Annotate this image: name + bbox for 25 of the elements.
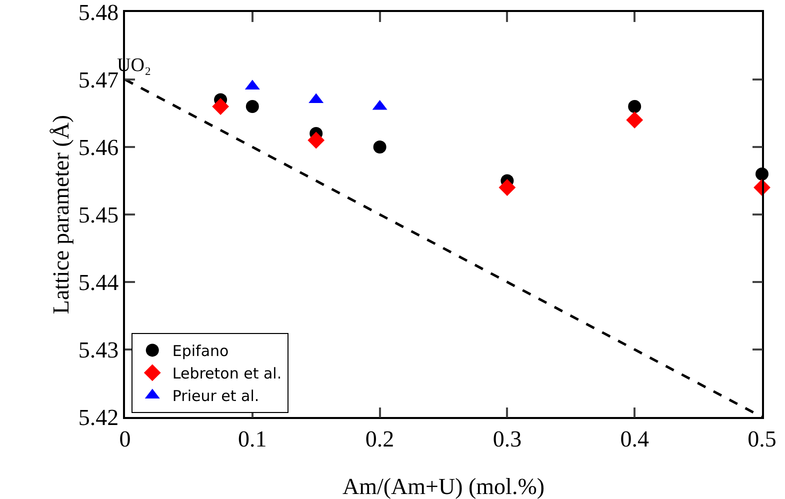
x-tick-label: 0.3	[492, 426, 522, 452]
y-tick-label: 5.45	[78, 202, 119, 228]
point	[373, 140, 386, 154]
point	[308, 132, 325, 149]
legend-label: Epifano	[172, 342, 229, 360]
y-tick-label: 5.48	[78, 0, 119, 26]
legend-label: Lebreton et al.	[172, 364, 282, 383]
point	[498, 179, 516, 196]
x-axis-title: Am/(Am+U) (mol.%)	[342, 474, 545, 499]
y-tick-label: 5.42	[78, 405, 119, 430]
y-tick-label: 5.47	[78, 68, 119, 93]
legend-label: Prieur et al.	[172, 387, 260, 406]
point	[212, 98, 229, 115]
x-tick-label: 0.1	[238, 426, 267, 452]
point	[246, 100, 259, 113]
y-tick-label: 5.44	[78, 270, 120, 296]
y-axis-title: Lattice parameter (Å)	[48, 114, 74, 314]
x-tick-label: 0.4	[620, 426, 650, 452]
x-tick-label: 0.5	[748, 426, 776, 452]
x-tick-label: 0	[119, 426, 131, 452]
point	[628, 100, 642, 113]
point	[626, 112, 644, 128]
y-tick-label: 5.43	[78, 338, 119, 363]
y-tick-label: 5.46	[78, 135, 119, 160]
x-tick-label: 0.2	[365, 426, 394, 452]
